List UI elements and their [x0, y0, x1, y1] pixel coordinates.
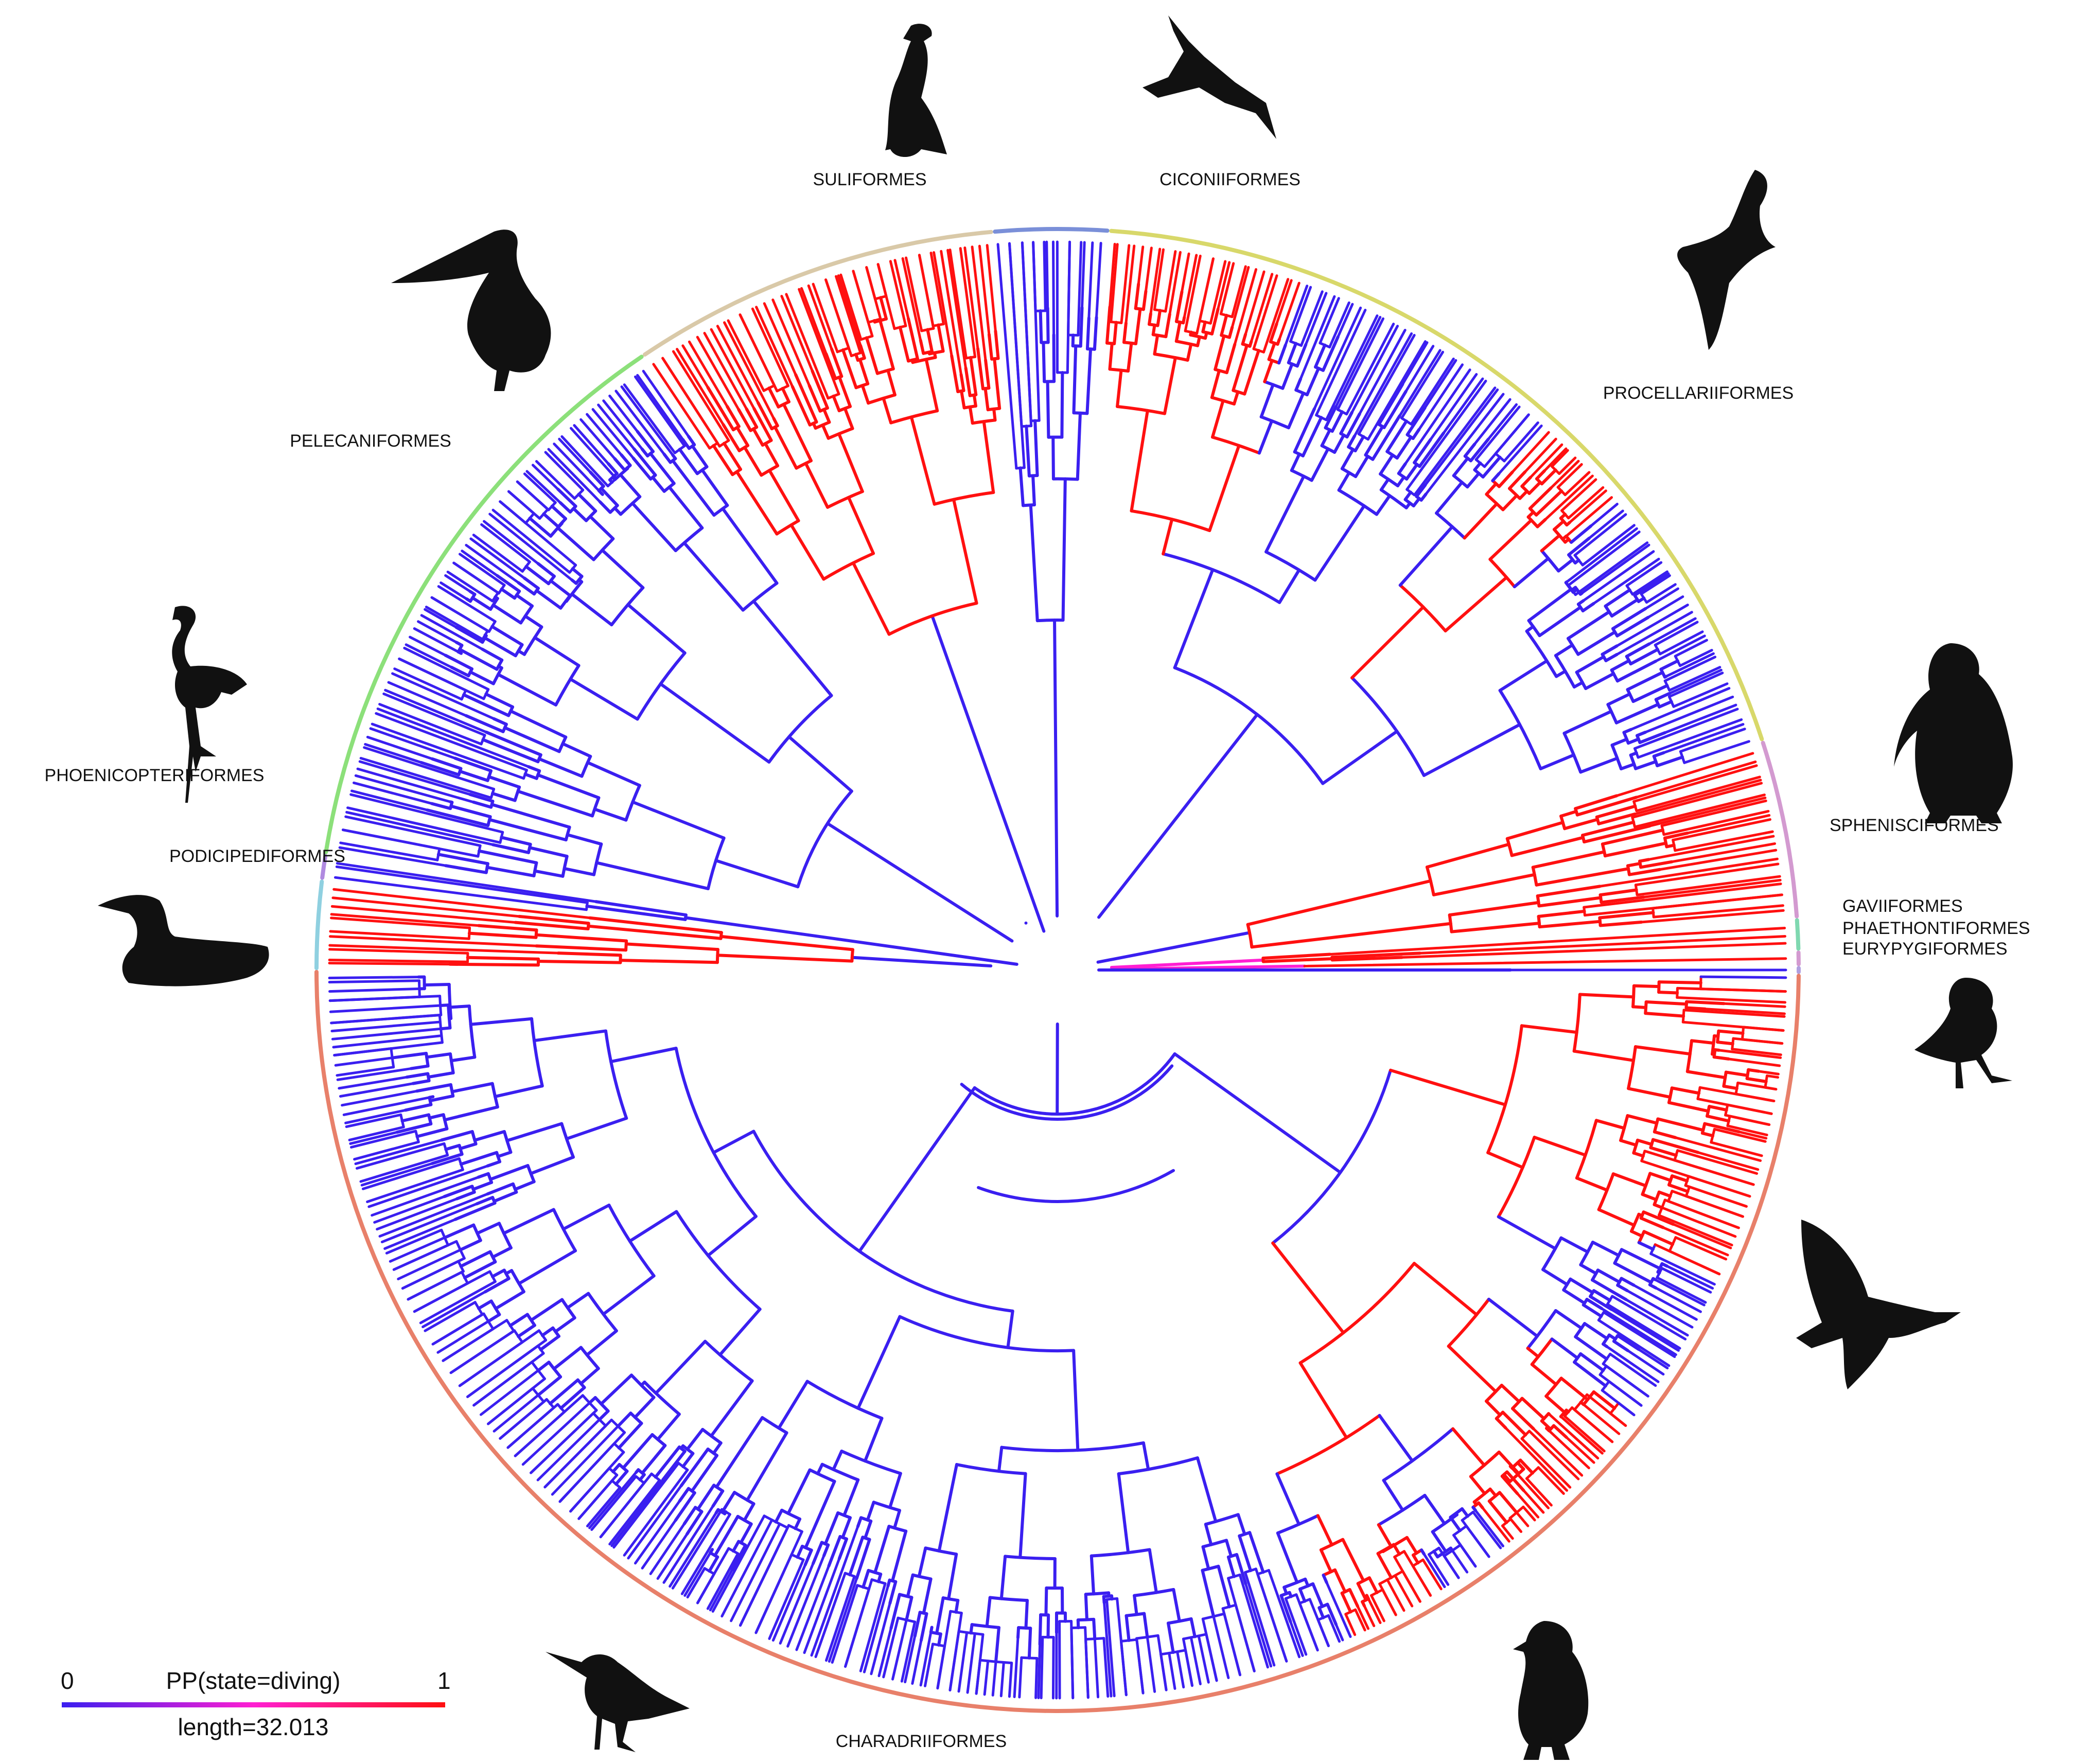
- legend-length-label: length=32.013: [178, 1714, 329, 1740]
- order-arc-procellariiformes: [1109, 228, 1764, 742]
- grebe-icon: [98, 895, 269, 986]
- phylogenetic-tree: [328, 240, 1787, 1700]
- order-arc-sphenisciformes: [1761, 740, 1799, 919]
- order-arc-gaviiformes: [1795, 918, 1801, 951]
- petrel-icon: [1677, 170, 1776, 350]
- order-label-sphenisciformes: SPHENISCIFORMES: [1830, 816, 1999, 835]
- clade-sphenisciformes: [1246, 752, 1785, 949]
- clade-suliformes: [652, 244, 1001, 636]
- order-arc-ciconiiformes: [993, 227, 1110, 234]
- clade-podicipediformes: [328, 888, 854, 967]
- stork-icon: [1143, 15, 1276, 139]
- order-arc-phoenicopteriformes: [320, 854, 328, 880]
- clade-phoenicopteriformes: [333, 862, 688, 921]
- order-arc-charadriiformes: [314, 969, 1801, 1714]
- cormorant-icon: [885, 24, 947, 157]
- legend-gradient-bar: [62, 1702, 445, 1707]
- clade-ciconiiformes: [996, 240, 1102, 623]
- gull-icon: [1796, 1220, 1961, 1389]
- clade-phaethontiformes: [1303, 957, 1787, 967]
- penguin-icon: [1894, 643, 2013, 823]
- order-arc-podicipediformes: [314, 879, 324, 971]
- legend-max-label: 1: [437, 1667, 451, 1694]
- clade-charadriiformes: [328, 975, 1787, 1700]
- order-arc-pelecaniformes: [324, 355, 644, 855]
- order-label-gaviiformes: GAVIIFORMES: [1842, 896, 1963, 916]
- order-labels: SULIFORMES CICONIIFORMES PROCELLARIIFORMES…: [45, 170, 2030, 1751]
- order-label-podicipediformes: PODICIPEDIFORMES: [169, 846, 345, 866]
- puffin-icon: [1513, 1621, 1589, 1760]
- order-ring: [314, 227, 1801, 1714]
- order-label-charadriiformes: CHARADRIIFORMES: [836, 1732, 1007, 1751]
- shorebird-icon: [546, 1652, 690, 1752]
- clade-procellariiformes: [1105, 242, 1750, 785]
- order-label-procellariiformes: PROCELLARIIFORMES: [1603, 383, 1794, 403]
- order-label-ciconiiformes: CICONIIFORMES: [1159, 170, 1301, 189]
- clade-pelecaniformes: [338, 369, 853, 890]
- order-label-phoenicopteriformes: PHOENICOPTERIFORMES: [45, 766, 265, 785]
- sunbittern-icon: [1914, 978, 2012, 1088]
- legend: 0 PP(state=diving) 1 length=32.013: [61, 1667, 451, 1740]
- order-arc-suliformes: [642, 230, 993, 357]
- flamingo-icon: [172, 606, 247, 803]
- legend-min-label: 0: [61, 1667, 74, 1694]
- order-label-phaethontiformes: PHAETHONTIFORMES: [1842, 919, 2030, 938]
- clade-gaviiformes: [1261, 926, 1787, 963]
- order-label-eurypygiformes: EURYPYGIFORMES: [1842, 939, 2008, 959]
- order-label-suliformes: SULIFORMES: [813, 170, 926, 189]
- pelican-icon: [391, 230, 551, 391]
- tree-backbone: [684, 614, 1512, 1203]
- legend-title: PP(state=diving): [166, 1667, 341, 1694]
- order-label-pelecaniformes: PELECANIFORMES: [290, 431, 451, 451]
